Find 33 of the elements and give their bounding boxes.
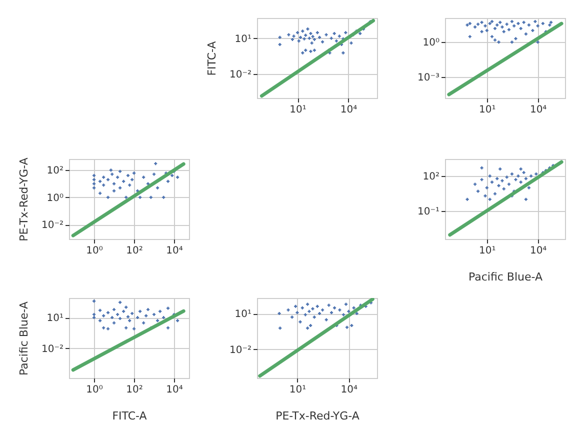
y-tick-label: 10⁻¹ [417,206,440,218]
x-tick-label: 10⁴ [530,104,547,116]
x-tick-label: 10² [126,246,143,256]
y-tick-label: 10¹ [234,309,252,320]
x-axis-title: FITC-A [112,410,148,422]
x-tick-label: 10¹ [289,384,306,396]
x-tick-label: 10⁴ [340,104,358,116]
x-tick-label: 10⁴ [166,246,183,256]
y-tick-label: 10⁻² [229,70,252,81]
y-axis-title: Pacific Blue-A [18,301,30,376]
x-tick-label: 10² [126,384,143,396]
x-tick-label: 10¹ [479,246,496,256]
y-tick-label: 10⁻³ [417,72,440,84]
y-tick-label: 10¹ [234,34,252,45]
y-tick-label: 10⁰ [422,38,440,49]
x-tick-label: 10¹ [479,104,496,116]
y-axis-title: FITC-A [206,40,218,76]
y-tick-label: 10⁻² [41,344,64,355]
x-tick-label: 10⁴ [166,384,183,396]
x-tick-label: 10⁴ [530,246,547,256]
y-tick-label: 10⁻² [41,220,64,232]
x-tick-label: 10⁰ [86,384,103,396]
x-tick-label: 10¹ [290,104,306,116]
x-tick-label: 10⁴ [340,384,358,396]
y-tick-label: 10⁻² [229,344,252,356]
y-tick-label: 10² [422,172,440,183]
x-axis-title: Pacific Blue-A [468,270,543,284]
y-tick-label: 10¹ [46,313,64,324]
y-tick-label: 10⁰ [46,192,64,204]
x-tick-label: 10⁰ [86,246,103,256]
y-axis-title: PE-Tx-Red-YG-A [18,157,30,242]
x-axis-title: PE-Tx-Red-YG-A [276,410,360,422]
y-tick-label: 10² [46,166,64,177]
